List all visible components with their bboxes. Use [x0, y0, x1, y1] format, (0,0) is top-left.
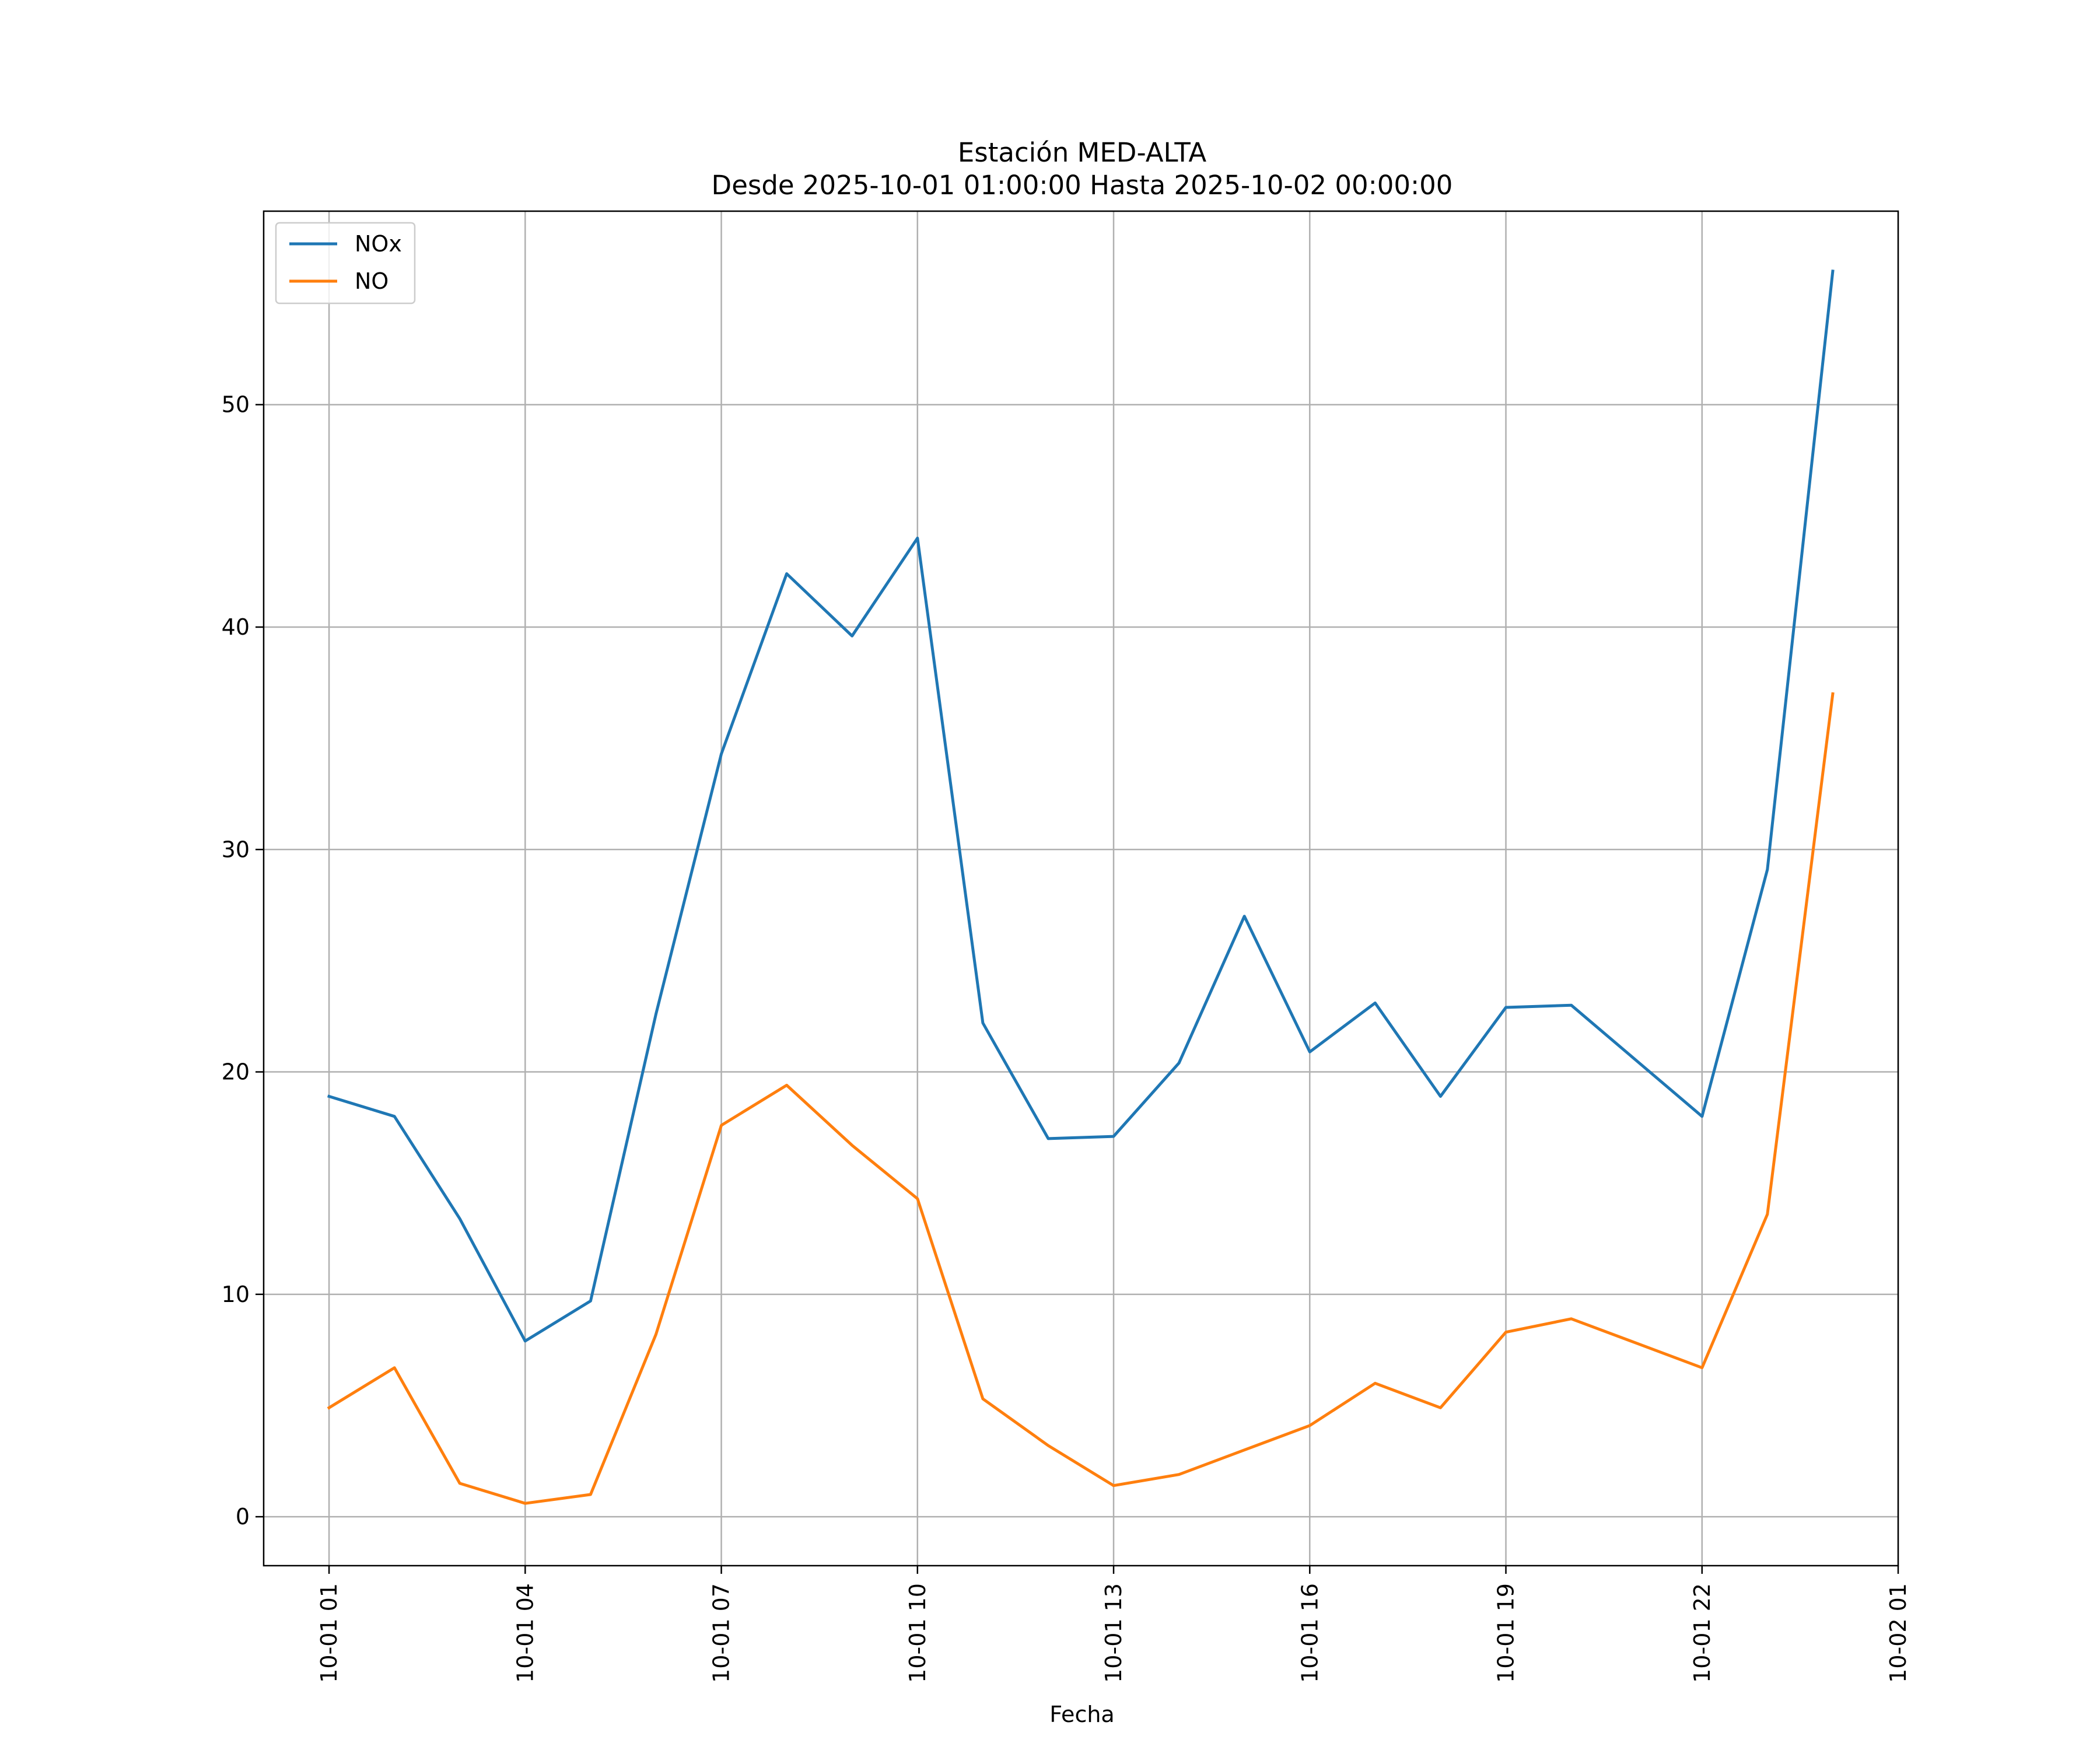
series-line-nox [327, 270, 1835, 1343]
legend-label-no: NO [355, 268, 388, 294]
plot-frame [262, 210, 1899, 1567]
legend-label-nox: NOx [355, 231, 402, 257]
y-tick-label: 50 [222, 392, 250, 418]
y-tick-label: 20 [222, 1059, 250, 1085]
y-tick-label: 0 [236, 1504, 250, 1530]
chart-subtitle: Desde 2025-10-01 01:00:00 Hasta 2025-10-… [712, 170, 1453, 201]
x-tick-label: 10-01 01 [316, 1583, 342, 1683]
series-lines [327, 270, 1835, 1505]
x-tick-label: 10-02 01 [1885, 1583, 1911, 1683]
x-tick-label: 10-01 10 [905, 1583, 930, 1683]
x-tick-label: 10-01 04 [512, 1583, 538, 1683]
y-tick-label: 40 [222, 614, 250, 640]
series-line-no [327, 692, 1835, 1505]
legend: NOx NO [275, 222, 416, 304]
y-tick-label: 30 [222, 836, 250, 862]
x-tick-label: 10-01 19 [1493, 1583, 1519, 1683]
y-tick-label: 10 [222, 1282, 250, 1307]
x-tick-label: 10-01 22 [1689, 1583, 1715, 1683]
x-tick-label: 10-01 13 [1101, 1583, 1126, 1683]
x-tick-label: 10-01 16 [1297, 1583, 1322, 1683]
x-axis-label: Fecha [1049, 1702, 1114, 1727]
chart-title: Estación MED-ALTA [958, 137, 1207, 168]
x-tick-label: 10-01 07 [709, 1583, 734, 1683]
axis-ticks: 0 10 20 30 40 50 10-01 01 10-01 04 10-01 07 10-01… [222, 392, 1911, 1683]
